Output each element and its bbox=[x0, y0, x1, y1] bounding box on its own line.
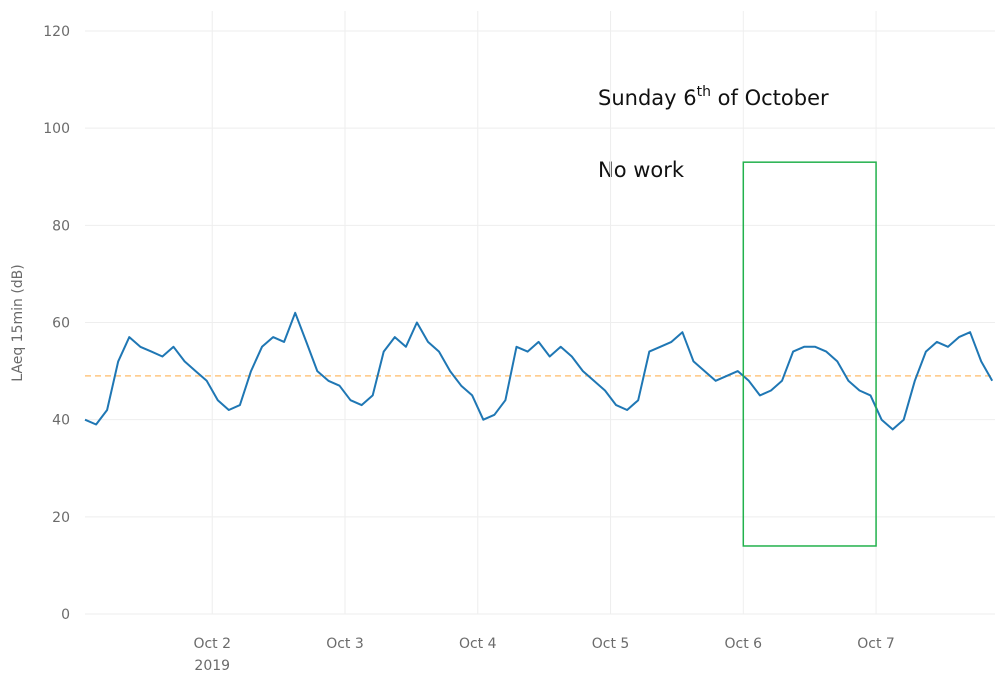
data-line bbox=[84, 311, 994, 431]
y-tick-label: 60 bbox=[52, 316, 70, 332]
x-tick-label: Oct 4 bbox=[459, 636, 497, 652]
y-tick-label: 0 bbox=[61, 607, 70, 623]
x-tick-label: Oct 7 bbox=[857, 636, 895, 652]
annotation: No work bbox=[598, 158, 685, 182]
y-tick-label: 40 bbox=[52, 413, 70, 429]
y-axis-label: LAeq 15min (dB) bbox=[10, 264, 26, 381]
highlight-box bbox=[742, 161, 877, 547]
annotation-part: Sunday 6 bbox=[598, 86, 697, 110]
annotation-sup: th bbox=[697, 84, 711, 100]
x-tick-label: Oct 5 bbox=[592, 636, 630, 652]
y-tick-label: 120 bbox=[43, 24, 70, 40]
x-tick-label: Oct 2 bbox=[193, 636, 231, 652]
y-tick-label: 80 bbox=[52, 218, 70, 234]
x-tick-label: Oct 6 bbox=[725, 636, 763, 652]
annotation-part: of October bbox=[711, 86, 829, 110]
x-year-label: 2019 bbox=[194, 658, 230, 674]
annotation: Sunday 6th of October bbox=[598, 84, 829, 110]
x-tick-label: Oct 3 bbox=[326, 636, 364, 652]
y-tick-label: 100 bbox=[43, 121, 70, 137]
y-tick-label: 20 bbox=[52, 510, 70, 526]
